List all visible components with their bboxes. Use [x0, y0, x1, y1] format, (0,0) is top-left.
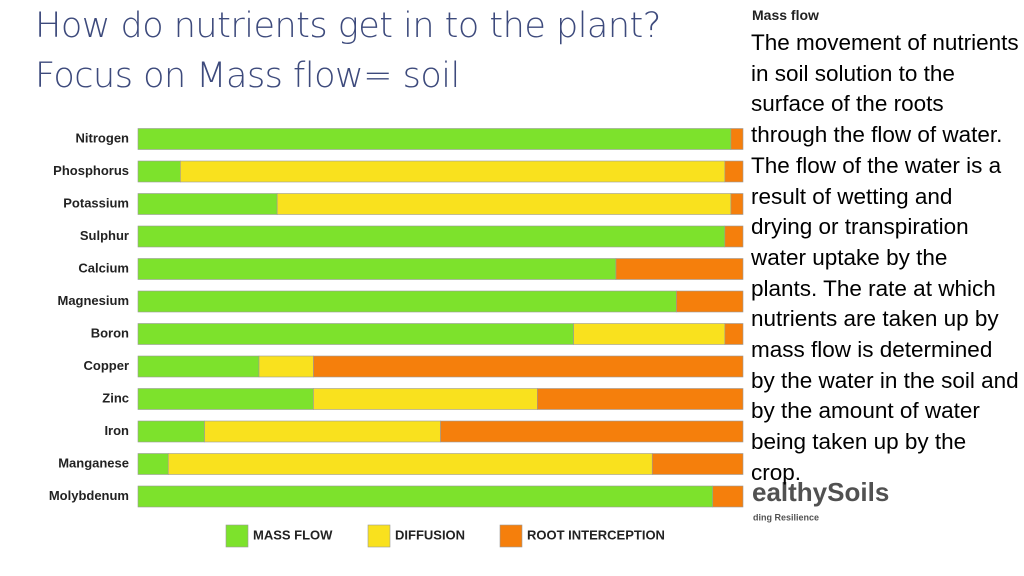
- bar-segment: [730, 128, 744, 150]
- bar-segment: [615, 258, 744, 280]
- legend-swatch: [499, 524, 523, 548]
- bar-segment: [137, 388, 314, 410]
- bar-segment: [137, 258, 617, 280]
- bar-segment: [676, 290, 744, 313]
- bar-segment: [712, 485, 744, 508]
- y-tick-label: Calcium: [78, 260, 129, 275]
- legend-label: DIFFUSION: [395, 527, 465, 542]
- bar-segment: [724, 160, 744, 183]
- bar-segment: [137, 323, 574, 345]
- bar-segment: [204, 420, 441, 443]
- bar-segment: [137, 453, 169, 475]
- bar-segment: [137, 420, 205, 443]
- bar-segment: [137, 193, 278, 215]
- bar-segment: [137, 290, 677, 313]
- bar-segment: [724, 323, 744, 345]
- title-line: Focus on Mass flow= soil: [35, 56, 460, 96]
- bar-segment: [440, 420, 744, 443]
- bar-segment: [313, 388, 538, 410]
- legend-label: ROOT INTERCEPTION: [527, 527, 665, 542]
- legend-label: MASS FLOW: [253, 527, 333, 542]
- y-tick-label: Nitrogen: [76, 130, 130, 145]
- legend-swatch: [367, 524, 391, 548]
- bar-segment: [730, 193, 744, 215]
- title-line: How do nutrients get in to the plant?: [35, 6, 661, 46]
- y-tick-label: Iron: [104, 423, 129, 438]
- bar-segment: [573, 323, 726, 345]
- bar-segment: [137, 225, 726, 248]
- y-tick-label: Zinc: [102, 390, 129, 405]
- y-tick-label: Boron: [91, 325, 129, 340]
- logo-name: ealthySoils: [752, 477, 889, 507]
- bar-segment: [137, 160, 181, 183]
- legend-swatch: [225, 524, 249, 548]
- bar-segment: [724, 225, 744, 248]
- y-tick-label: Molybdenum: [49, 488, 129, 503]
- bar-segment: [258, 355, 314, 378]
- bar-segment: [137, 355, 260, 378]
- y-tick-label: Potassium: [63, 195, 129, 210]
- note-text: The movement of nutrients in soil soluti…: [751, 30, 1019, 485]
- bar-segment: [137, 128, 732, 150]
- logo-tagline: ding Resilience: [753, 512, 819, 522]
- y-tick-label: Sulphur: [80, 228, 129, 243]
- bar-segment: [536, 388, 744, 410]
- bar-segment: [313, 355, 744, 378]
- bar-segment: [276, 193, 732, 215]
- y-tick-label: Magnesium: [57, 293, 129, 308]
- note-heading: Mass flow: [752, 7, 819, 23]
- y-tick-label: Manganese: [58, 455, 129, 470]
- y-tick-label: Copper: [84, 358, 130, 373]
- bar-segment: [180, 160, 726, 183]
- y-tick-label: Phosphorus: [53, 163, 129, 178]
- bar-segment: [651, 453, 744, 475]
- bar-segment: [167, 453, 653, 475]
- bar-segment: [137, 485, 714, 508]
